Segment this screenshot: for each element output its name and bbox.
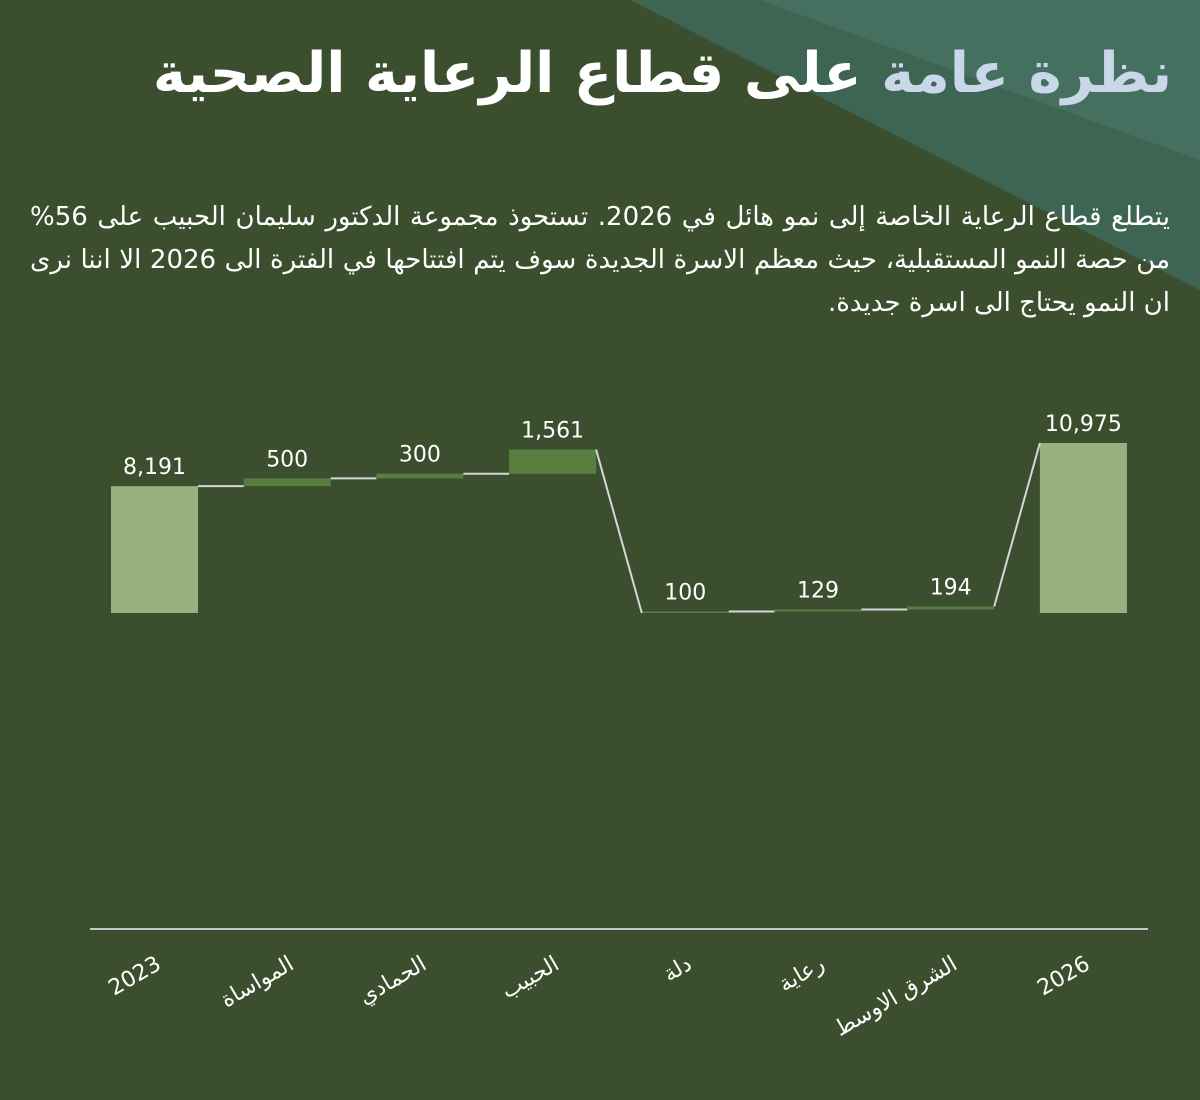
value-label-3: 1,561 [521, 419, 584, 444]
bar-3 [509, 449, 597, 474]
category-label-3: الحبيب [497, 952, 563, 1005]
value-label-1: 500 [266, 447, 308, 472]
bar-0 [111, 486, 198, 613]
value-label-6: 194 [930, 575, 972, 600]
corner-accent-highlight [760, 0, 1200, 160]
page-title: نظرة عامة على قطاع الرعاية الصحية [153, 40, 1172, 107]
title-highlight: نظرة عامة [881, 41, 1172, 106]
category-label-5: رعاية [775, 952, 829, 998]
connector-line-6 [993, 442, 1041, 607]
value-label-0: 8,191 [123, 455, 186, 480]
category-label-1: المواساة [217, 952, 299, 1013]
category-label-6: الشرق الاوسط [830, 952, 961, 1042]
value-label-4: 100 [664, 580, 706, 605]
bar-4 [641, 611, 729, 613]
title-connector: على [743, 41, 862, 106]
bar-2 [376, 473, 464, 479]
title-rest: قطاع الرعاية الصحية [152, 41, 725, 106]
value-label-7: 10,975 [1045, 412, 1122, 437]
description-paragraph: يتطلع قطاع الرعاية الخاصة إلى نمو هائل ف… [30, 202, 1170, 318]
bar-5 [774, 609, 862, 612]
connector-line-3 [595, 449, 643, 614]
category-label-7: 2026 [1033, 952, 1094, 1002]
bar-7 [1039, 443, 1127, 613]
bar-6 [907, 606, 995, 610]
value-label-5: 129 [797, 578, 839, 603]
bar-1 [243, 478, 331, 487]
category-label-0: 2023 [105, 952, 166, 1002]
value-label-2: 300 [399, 443, 441, 468]
category-label-4: دلة [659, 952, 696, 988]
category-label-2: الحمادي [355, 952, 431, 1010]
